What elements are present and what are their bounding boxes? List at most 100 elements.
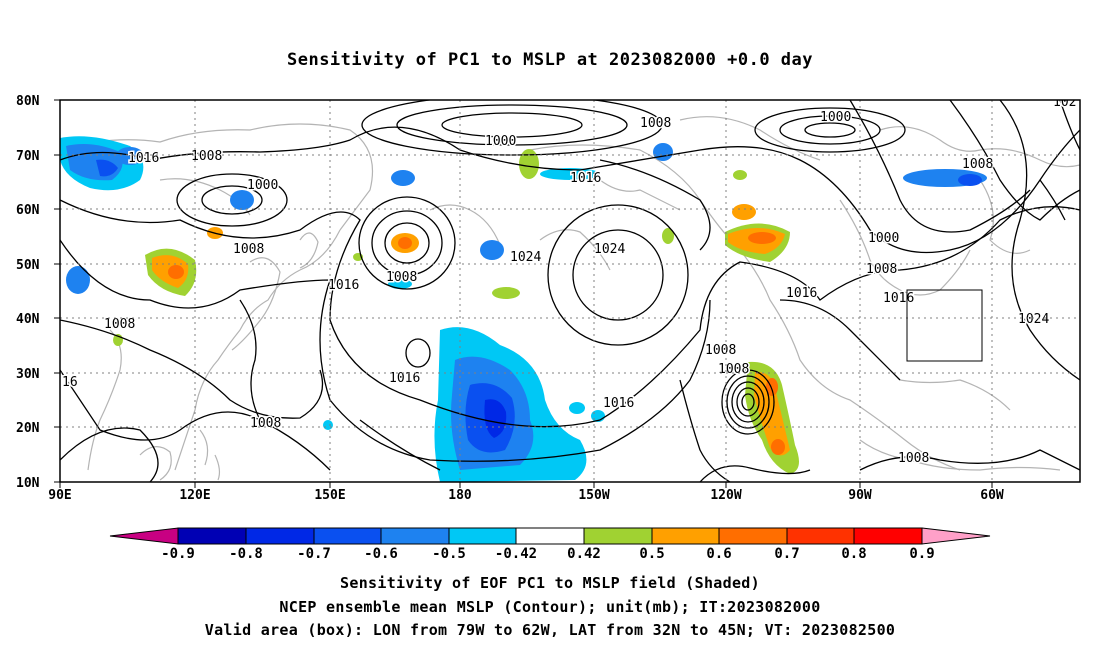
longitude-axis: 90E 120E 150E 180 150W 120W 90W 60W xyxy=(48,482,1004,503)
colorbar-label: -0.42 xyxy=(495,546,537,562)
colorbar-label: -0.9 xyxy=(161,546,195,562)
contour-label: 1008 xyxy=(191,149,222,164)
contour-label: 1000 xyxy=(820,110,851,125)
contour-label: 1016 xyxy=(883,291,914,306)
negative-sensitivity-region xyxy=(391,170,415,186)
colorbar-label: -0.8 xyxy=(229,546,263,562)
negative-sensitivity-region xyxy=(116,147,144,165)
lat-label: 40N xyxy=(16,312,40,327)
lon-label: 90W xyxy=(848,488,872,503)
colorbar-label: 0.6 xyxy=(706,546,731,562)
contour-label: 1008 xyxy=(233,242,264,257)
contour-label: 1000 xyxy=(868,231,899,246)
colorbar-label: 0.7 xyxy=(774,546,799,562)
colorbar-cell xyxy=(245,527,315,545)
colorbar-cell xyxy=(177,527,247,545)
colorbar-cell xyxy=(380,527,450,545)
positive-sensitivity-region xyxy=(748,232,776,244)
positive-sensitivity-region xyxy=(733,170,747,180)
contour-label: 1016 xyxy=(570,171,601,186)
valid-area-box xyxy=(906,289,983,362)
colorbar-label: 0.42 xyxy=(567,546,601,562)
positive-sensitivity-region xyxy=(168,265,184,279)
contour-label: 1000 xyxy=(247,178,278,193)
colorbar-labels: -0.9 -0.8 -0.7 -0.6 -0.5 -0.42 0.42 0.5 … xyxy=(161,546,935,562)
lat-label: 20N xyxy=(16,421,40,436)
lon-label: 120E xyxy=(179,488,210,503)
negative-sensitivity-region xyxy=(569,402,585,414)
negative-sensitivity-region xyxy=(480,240,504,260)
contour-label: 1024 xyxy=(1018,312,1049,327)
negative-sensitivity-region xyxy=(96,159,118,177)
colorbar xyxy=(109,527,991,545)
colorbar-label: 0.9 xyxy=(909,546,934,562)
negative-sensitivity-region xyxy=(230,190,254,210)
contour-label: 1016 xyxy=(786,286,817,301)
contour-label: 1008 xyxy=(866,262,897,277)
colorbar-label: -0.7 xyxy=(297,546,331,562)
caption-line-1: Sensitivity of EOF PC1 to MSLP field (Sh… xyxy=(340,574,760,592)
contour-label: 1016 xyxy=(128,151,159,166)
colorbar-label: 0.5 xyxy=(639,546,664,562)
contour-label: 1000 xyxy=(485,134,516,149)
colorbar-cell xyxy=(583,527,653,545)
contour-label: 1008 xyxy=(640,116,671,131)
lat-label: 70N xyxy=(16,149,40,164)
lon-label: 60W xyxy=(980,488,1004,503)
contour-label: 1008 xyxy=(705,343,736,358)
contour-label: 1008 xyxy=(104,317,135,332)
colorbar-cell xyxy=(448,527,517,545)
colorbar-cell xyxy=(921,527,991,545)
lon-label: 180 xyxy=(448,488,472,503)
colorbar-cell xyxy=(313,527,382,545)
colorbar-cell xyxy=(853,527,923,545)
positive-sensitivity-region xyxy=(398,237,412,249)
colorbar-cell xyxy=(718,527,788,545)
contour-label: 1008 xyxy=(386,270,417,285)
negative-sensitivity-region xyxy=(484,399,507,438)
contour-label: 1016 xyxy=(328,278,359,293)
colorbar-label: 0.8 xyxy=(841,546,866,562)
negative-sensitivity-region xyxy=(388,279,412,289)
contour-label: 1024 xyxy=(510,250,541,265)
contour-labels: 1016 1008 1000 1008 1000 1016 1008 1024 … xyxy=(61,95,1078,468)
lon-label: 150E xyxy=(314,488,345,503)
positive-sensitivity-region xyxy=(662,228,674,244)
mslp-contours xyxy=(60,100,1080,482)
lon-label: 150W xyxy=(578,488,609,503)
negative-sensitivity-region xyxy=(323,420,333,430)
map-frame xyxy=(59,99,1081,483)
colorbar-cell xyxy=(515,527,585,545)
negative-sensitivity-region xyxy=(540,168,600,180)
colorbar-cell xyxy=(651,527,720,545)
lon-label: 120W xyxy=(710,488,741,503)
positive-sensitivity-region xyxy=(492,287,520,299)
contour-label: 1008 xyxy=(962,157,993,172)
contour-label: 16 xyxy=(62,375,78,390)
caption-line-3: Valid area (box): LON from 79W to 62W, L… xyxy=(204,621,896,639)
negative-sensitivity-region xyxy=(958,174,982,186)
lat-label: 30N xyxy=(16,367,40,382)
contour-label: 1008 xyxy=(718,362,749,377)
lat-label: 60N xyxy=(16,203,40,218)
contour-label: 1016 xyxy=(389,371,420,386)
chart-title: Sensitivity of PC1 to MSLP at 2023082000… xyxy=(286,50,813,70)
contour-label: 102 xyxy=(1053,95,1076,110)
lat-label: 10N xyxy=(16,476,40,491)
latitude-axis: 80N 70N 60N 50N 40N 30N 20N 10N xyxy=(16,94,60,491)
positive-sensitivity-region xyxy=(771,439,785,455)
grid-lines xyxy=(60,100,1080,482)
positive-sensitivity-region xyxy=(732,204,756,220)
positive-sensitivity-region xyxy=(519,149,539,179)
sensitivity-shading xyxy=(60,136,987,482)
contour-label: 1024 xyxy=(594,242,625,257)
negative-sensitivity-region xyxy=(653,143,673,161)
colorbar-label: -0.6 xyxy=(364,546,398,562)
caption-line-2: NCEP ensemble mean MSLP (Contour); unit(… xyxy=(279,598,821,616)
lon-label: 90E xyxy=(48,488,71,503)
lat-label: 50N xyxy=(16,258,40,273)
lat-label: 80N xyxy=(16,94,40,109)
negative-sensitivity-region xyxy=(66,266,90,294)
colorbar-cell xyxy=(786,527,855,545)
